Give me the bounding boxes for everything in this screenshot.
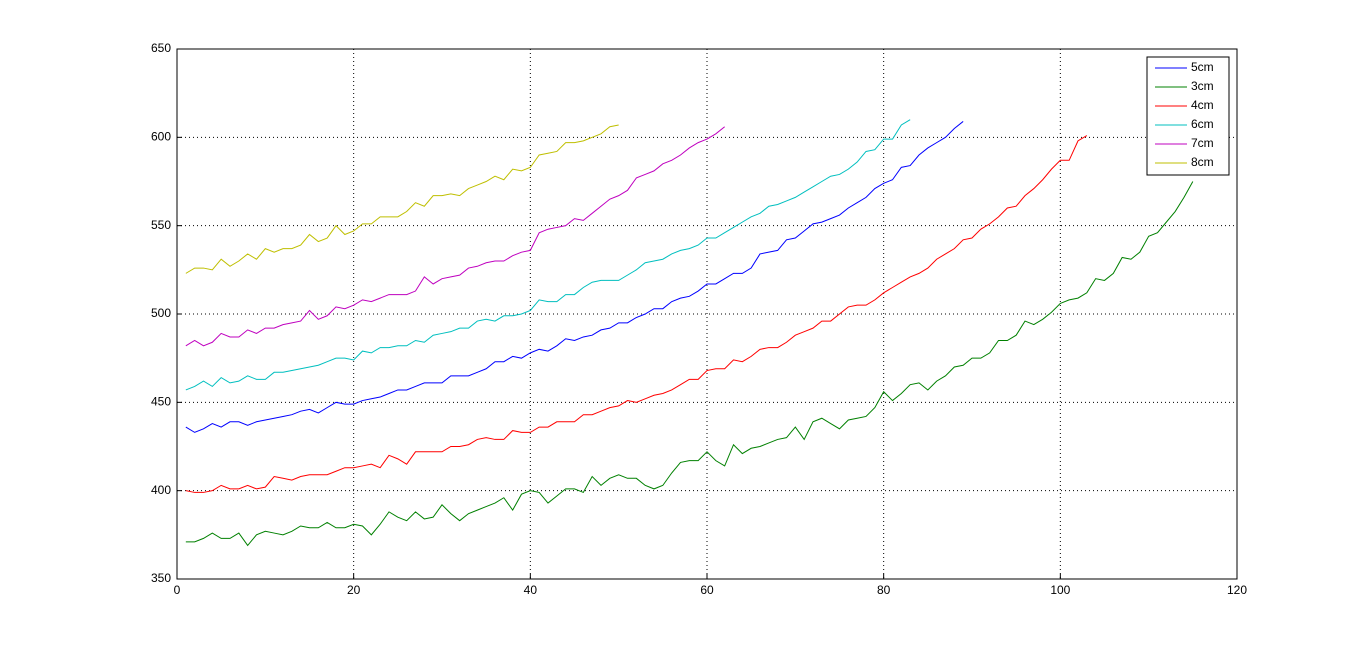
data-line	[185, 181, 1194, 547]
y-tick-label: 600	[151, 130, 171, 144]
data-line	[185, 121, 964, 433]
y-tick-label: 500	[151, 306, 171, 320]
y-tick-label: 650	[151, 41, 171, 55]
legend: 5cm 3cm 4cm 6cm 7cm 8cm	[1146, 56, 1230, 176]
legend-label: 7cm	[1191, 136, 1214, 150]
legend-label: 8cm	[1191, 155, 1214, 169]
axes-box	[176, 48, 1238, 580]
x-tick-label: 100	[1050, 583, 1070, 597]
legend-box	[1146, 56, 1230, 176]
legend-label: 6cm	[1191, 117, 1214, 131]
y-tick-label: 350	[151, 571, 171, 585]
y-tick-label: 550	[151, 218, 171, 232]
data-line	[185, 135, 1088, 493]
data-line	[185, 119, 911, 391]
x-tick-label: 20	[347, 583, 361, 597]
x-tick-label: 40	[524, 583, 538, 597]
x-tick-label: 80	[877, 583, 891, 597]
lines	[185, 119, 1194, 547]
legend-label: 4cm	[1191, 98, 1214, 112]
x-tick-label: 0	[174, 583, 181, 597]
data-line	[185, 124, 619, 274]
y-tick-label: 400	[151, 483, 171, 497]
legend-label: 5cm	[1191, 60, 1214, 74]
legend-label: 3cm	[1191, 79, 1214, 93]
x-tick-label: 60	[700, 583, 714, 597]
data-line	[185, 126, 725, 347]
x-tick-label: 120	[1227, 583, 1247, 597]
y-tick-label: 450	[151, 395, 171, 409]
